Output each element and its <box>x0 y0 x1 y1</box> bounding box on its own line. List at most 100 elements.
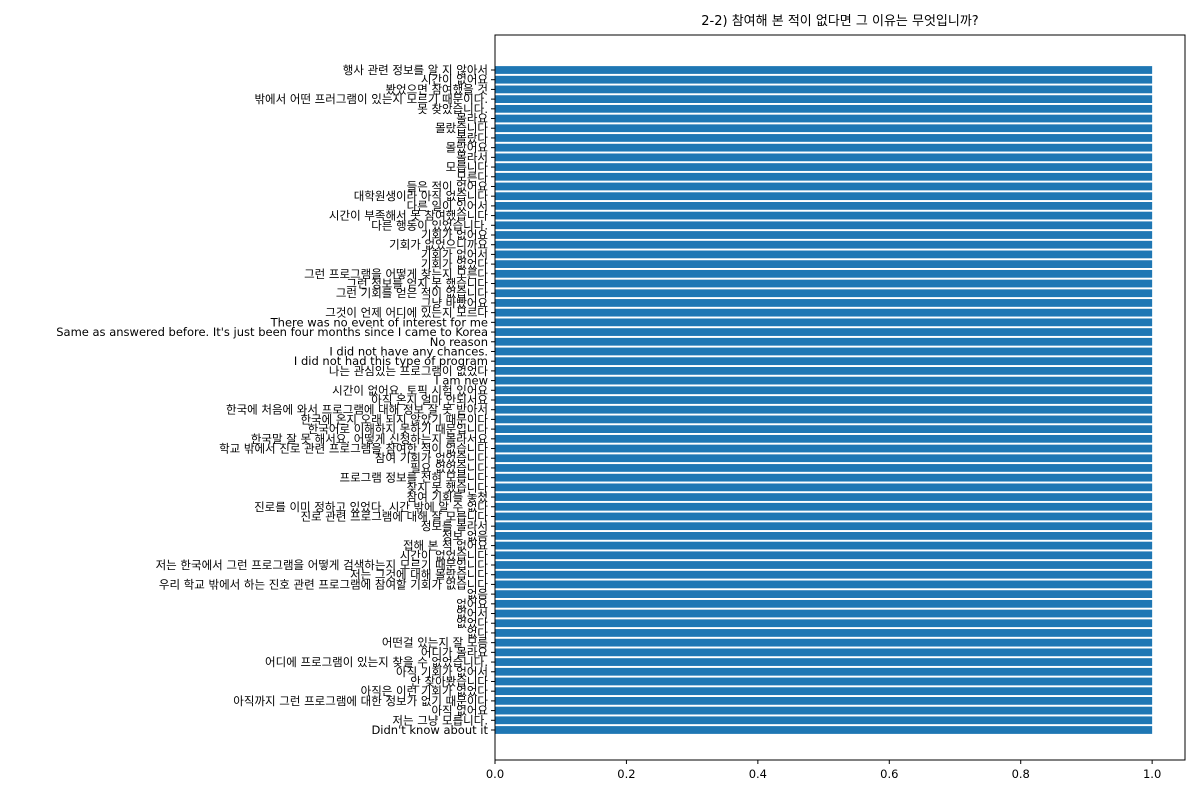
y-tick-label-63: 안 찾아봤습니다 <box>410 674 488 688</box>
y-tick-label-65: 아직까지 그런 프로그램에 대한 정보가 없기 때문이다 <box>233 694 488 708</box>
y-tick-label-54: 없음 <box>467 587 488 601</box>
y-tick-label-15: 시간이 부족해서 못 참여했습니다 <box>329 209 489 223</box>
y-tick-label-38: 한국말 잘 못 해서요. 어떻게 신청하는지 몰라서요 <box>251 432 488 446</box>
y-tick-label-5: 몰라요 <box>456 112 488 126</box>
bar-18 <box>495 240 1153 249</box>
bar-67 <box>495 716 1153 725</box>
bar-14 <box>495 202 1153 210</box>
bar-27 <box>495 328 1153 336</box>
y-tick-label-6: 몰랐습니다 <box>435 121 488 135</box>
bar-28 <box>495 337 1153 346</box>
bar-15 <box>495 211 1153 220</box>
bar-20 <box>495 260 1153 268</box>
y-tick-label-20: 기회가 없었다 <box>421 257 489 271</box>
bars-group <box>495 66 1153 734</box>
y-tick-label-64: 아직은 이런 기회가 없었다 <box>361 684 489 698</box>
y-tick-label-42: 프로그램 정보를 전혀 모릅니다 <box>339 471 488 485</box>
y-tick-label-59: 어떤걸 있는지 잘 모름 <box>382 636 488 650</box>
bar-2 <box>495 85 1153 94</box>
bar-10 <box>495 163 1153 171</box>
y-tick-label-34: 아직 온지 얼마 안되서요 <box>371 393 488 407</box>
bar-19 <box>495 250 1153 259</box>
y-tick-label-50: 시간이 없었습니다 <box>400 548 489 562</box>
y-tick-label-22: 그런 정보를 얻지 못 했습니다 <box>346 277 488 291</box>
y-tick-label-21: 그런 프로그램을 어떻게 찾는지 모른다 <box>304 267 488 281</box>
bar-63 <box>495 677 1153 686</box>
y-tick-label-49: 접해 본 적 없어요 <box>403 539 488 553</box>
y-tick-label-48: 정보 없음 <box>442 529 488 543</box>
y-tick-label-66: 아직 없어요 <box>431 704 488 718</box>
bar-32 <box>495 376 1153 385</box>
bar-31 <box>495 367 1153 375</box>
bar-58 <box>495 629 1153 637</box>
bar-39 <box>495 444 1153 453</box>
y-tick-label-53: 우리 학교 밖에서 하는 진호 관련 프로그램에 참여할 기회가 없습니다 <box>159 577 489 591</box>
bar-13 <box>495 192 1153 201</box>
y-tick-label-10: 모릅니다 <box>446 160 489 174</box>
bar-51 <box>495 561 1153 569</box>
bar-12 <box>495 182 1153 191</box>
y-tick-label-55: 없어요 <box>456 597 488 611</box>
bar-55 <box>495 599 1153 608</box>
bar-65 <box>495 697 1153 705</box>
y-tick-label-44: 참여 기회를 놓쳤 <box>407 490 489 504</box>
y-tick-label-61: 어디에 프로그램이 있는지 찾을 수 없었습니다. <box>265 655 488 669</box>
y-tick-label-58: 없다 <box>467 626 489 640</box>
y-tick-label-32: I am new <box>435 374 488 388</box>
y-tick-label-57: 없었다 <box>456 616 488 630</box>
bar-50 <box>495 551 1153 560</box>
y-tick-label-4: 못 찾았습니다. <box>417 102 488 116</box>
y-tick-label-67: 저는 그냥 모릅니다. <box>392 713 488 727</box>
bar-37 <box>495 425 1153 433</box>
y-tick-label-25: 그것이 언제 어디에 있는지 모르다 <box>325 306 488 320</box>
bar-5 <box>495 114 1153 123</box>
x-tick-label-0: 0.0 <box>486 767 504 781</box>
y-tick-label-29: I did not have any chances. <box>329 344 488 358</box>
y-tick-label-30: I did not had this type of program <box>294 354 488 368</box>
y-tick-label-60: 어디가 몰라요 <box>421 645 488 659</box>
y-tick-label-45: 진로를 이미 정하고 있었다. 시간 밖에 알 수 없다 <box>254 500 488 514</box>
bar-30 <box>495 357 1153 366</box>
bar-8 <box>495 143 1153 152</box>
bar-61 <box>495 658 1153 666</box>
y-tick-label-18: 기회가 없었으니까요 <box>389 238 488 252</box>
bar-64 <box>495 687 1153 696</box>
bar-9 <box>495 153 1153 162</box>
x-tick-label-1: 0.2 <box>617 767 635 781</box>
bar-7 <box>495 134 1153 142</box>
x-axis: 0.0 0.2 0.4 0.6 0.8 1.0 <box>486 760 1161 781</box>
bar-26 <box>495 318 1153 327</box>
bar-29 <box>495 347 1153 356</box>
y-tick-label-17: 기회가 없어요 <box>421 228 488 242</box>
bar-1 <box>495 75 1153 84</box>
y-tick-label-36: 한국에 온지 오래 되지 않았기 때문이다 <box>300 412 488 426</box>
bar-34 <box>495 396 1153 404</box>
bar-40 <box>495 454 1153 463</box>
y-tick-label-33: 시간이 없어요. 토픽 시험 있어요 <box>332 383 488 397</box>
y-tick-label-31: 나는 관심있는 프로그램이 없었다 <box>329 364 489 378</box>
y-tick-label-43: 찾지 못 했습니다 <box>407 480 489 494</box>
bar-16 <box>495 221 1153 230</box>
plot-frame <box>494 34 1186 761</box>
y-tick-label-40: 참여 기회가 없었습니다 <box>375 451 489 465</box>
bar-52 <box>495 570 1153 579</box>
y-tick-label-3: 밖에서 어떤 프러그램이 있는지 모르기 때문이다. <box>254 92 488 106</box>
y-tick-label-0: 행사 관련 정보를 알 지 않아서 <box>343 63 488 77</box>
bar-38 <box>495 434 1153 443</box>
y-tick-label-68: Didn't know about it <box>371 723 488 737</box>
y-tick-label-56: 없어서 <box>456 607 488 621</box>
bar-62 <box>495 667 1153 676</box>
y-tick-label-51: 저는 한국에서 그런 프로그램을 어떻게 검색하는지 모르기 때문입니다 <box>156 558 489 572</box>
bar-49 <box>495 541 1153 550</box>
bar-53 <box>495 580 1153 589</box>
x-tick-label-3: 0.6 <box>880 767 898 781</box>
y-tick-label-9: 몰라서 <box>456 150 488 164</box>
bar-59 <box>495 638 1153 647</box>
bar-56 <box>495 609 1153 618</box>
bar-0 <box>495 66 1153 74</box>
y-tick-label-1: 시간이 없어요 <box>421 73 488 87</box>
x-tick-label-2: 0.4 <box>749 767 767 781</box>
bar-33 <box>495 386 1153 395</box>
